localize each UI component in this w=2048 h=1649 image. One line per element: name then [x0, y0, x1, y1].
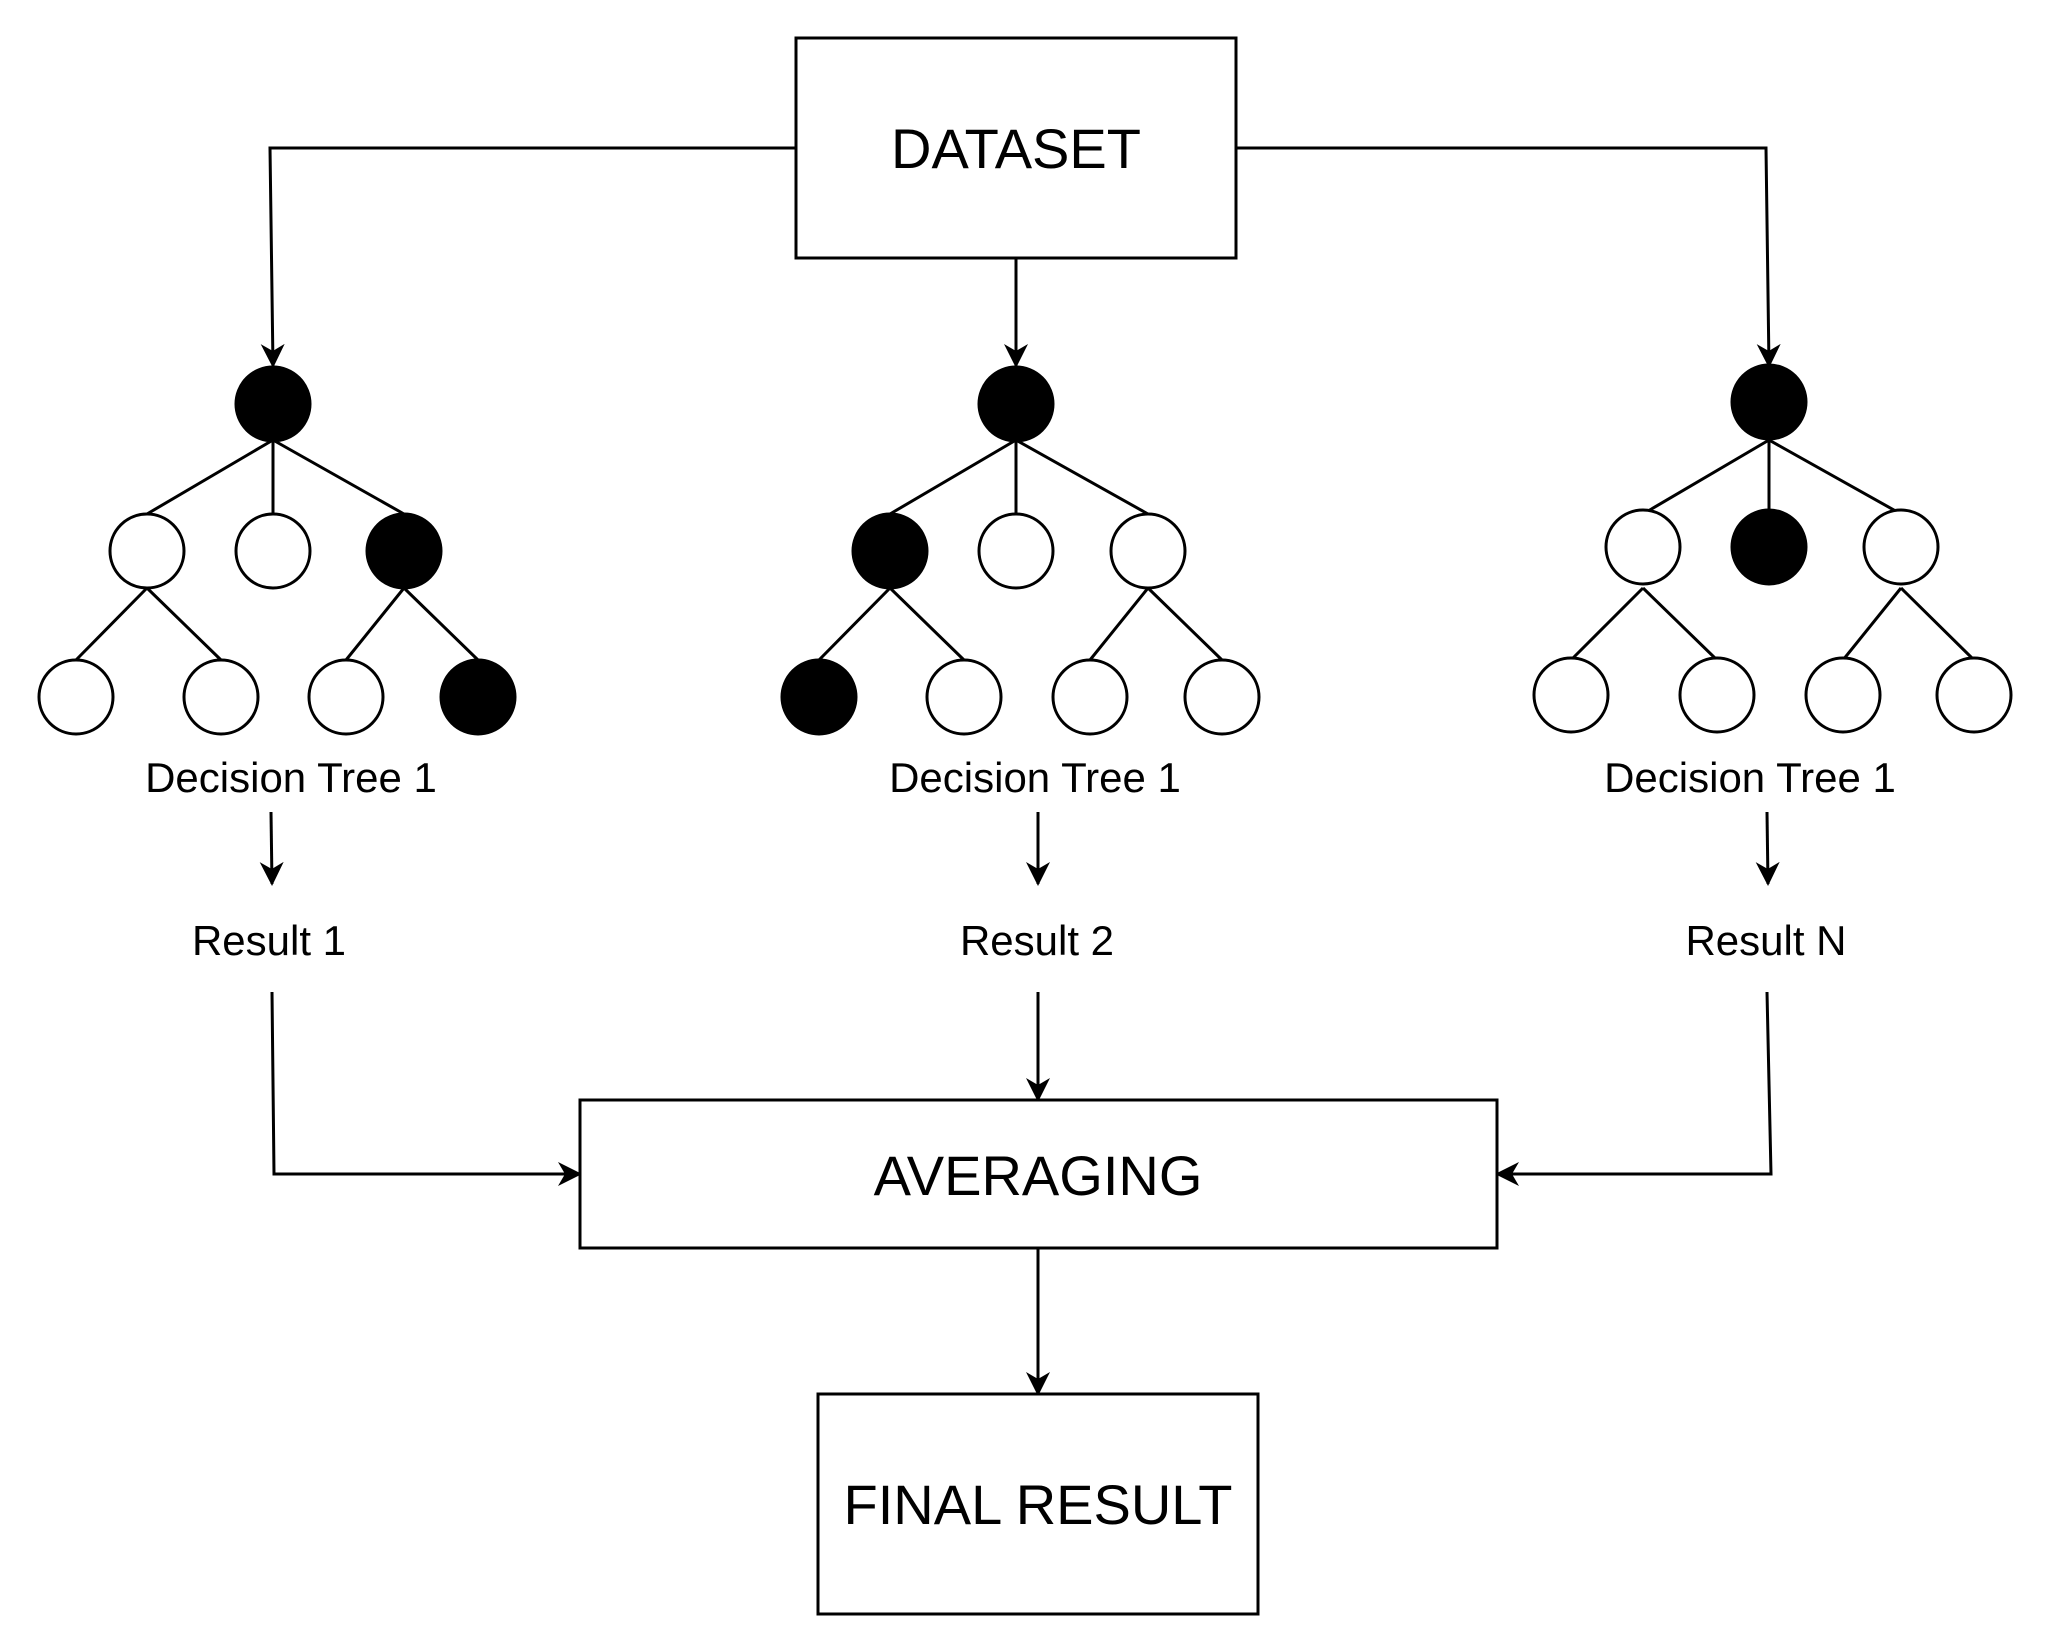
tree-node-empty: [234, 512, 312, 590]
tree-node-empty: [1604, 508, 1682, 586]
connector-dataset-tree-1: [260, 146, 796, 368]
tree-node-empty: [1678, 656, 1756, 734]
tree-node-filled: [439, 658, 517, 736]
tree-node-empty: [37, 658, 115, 736]
decision-tree-1: Decision Tree 1 Result 1: [37, 365, 517, 964]
tree-node-empty: [108, 512, 186, 590]
tree-label: Decision Tree 1: [1604, 754, 1896, 801]
tree-node-empty: [925, 658, 1003, 736]
final-result-box: FINAL RESULT: [816, 1392, 1260, 1616]
connector-tree-n-result: [1755, 811, 1780, 886]
tree-node-filled: [851, 512, 929, 590]
dataset-box: DATASET: [794, 36, 1238, 260]
decision-tree-2: Decision Tree 1 Result 2: [780, 365, 1261, 964]
tree-node-filled: [234, 365, 312, 443]
tree-node-empty: [1183, 658, 1261, 736]
tree-node-filled: [1730, 363, 1808, 441]
connector-result-n-averaging: [1495, 991, 1773, 1186]
result-label: Result N: [1685, 917, 1846, 964]
final-result-label: FINAL RESULT: [844, 1473, 1233, 1536]
tree-node-empty: [307, 658, 385, 736]
tree-node-empty: [1532, 656, 1610, 734]
tree-node-empty: [977, 512, 1055, 590]
tree-edges: [817, 438, 1224, 662]
tree-label: Decision Tree 1: [145, 754, 437, 801]
connector-dataset-tree-n: [1236, 146, 1781, 368]
tree-node-filled: [780, 658, 858, 736]
tree-node-empty: [182, 658, 260, 736]
tree-edges: [1569, 438, 1976, 662]
tree-node-empty: [1051, 658, 1129, 736]
dataset-label: DATASET: [891, 117, 1141, 180]
decision-tree-n: Decision Tree 1 Result N: [1532, 363, 2013, 964]
connector-tree-1-result: [259, 811, 284, 886]
tree-node-filled: [365, 512, 443, 590]
result-label: Result 1: [192, 917, 346, 964]
tree-node-empty: [1935, 656, 2013, 734]
tree-node-filled: [977, 365, 1055, 443]
tree-node-empty: [1109, 512, 1187, 590]
tree-node-empty: [1862, 508, 1940, 586]
dataset-connectors: [260, 146, 1781, 368]
tree-edges: [74, 438, 480, 662]
result-label: Result 2: [960, 917, 1114, 964]
averaging-box: AVERAGING: [578, 1098, 1499, 1250]
tree-node-filled: [1730, 508, 1808, 586]
tree-node-empty: [1804, 656, 1882, 734]
averaging-label: AVERAGING: [874, 1144, 1203, 1207]
averaging-connectors: [270, 991, 1773, 1186]
tree-label: Decision Tree 1: [889, 754, 1181, 801]
connector-result-1-averaging: [270, 991, 582, 1186]
